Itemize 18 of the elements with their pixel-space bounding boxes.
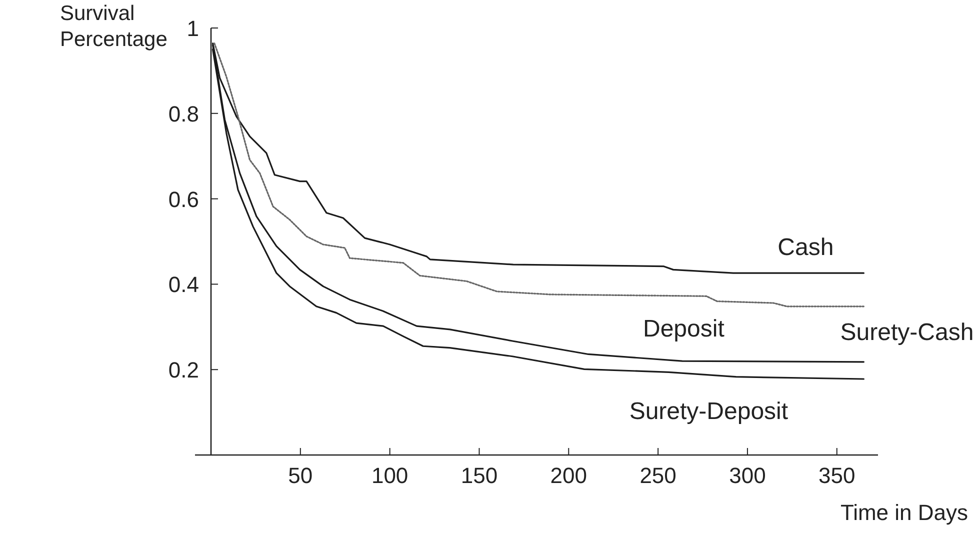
series-label: Surety-Cash <box>840 318 974 346</box>
series-label: Surety-Deposit <box>629 398 788 425</box>
y-tick-label: 0.8 <box>168 101 199 126</box>
x-tick-label: 300 <box>729 463 766 488</box>
x-tick-label: 50 <box>288 463 313 488</box>
y-tick-label: 0.2 <box>168 358 199 383</box>
series-label: Cash <box>778 234 834 262</box>
y-tick-label: 0.4 <box>168 272 199 298</box>
x-tick-label: 250 <box>640 463 676 488</box>
y-tick-label: 1 <box>186 16 199 41</box>
series-label: Deposit <box>643 315 725 342</box>
y-axis-title: Survival Percentage <box>60 2 168 51</box>
x-tick-label: 100 <box>371 463 408 488</box>
x-tick-label: 150 <box>460 463 498 488</box>
x-tick-label: 200 <box>550 463 587 488</box>
y-tick-label: 0.6 <box>168 186 199 212</box>
x-tick-label: 350 <box>818 463 856 488</box>
x-axis-title: Time in Days <box>840 500 968 525</box>
